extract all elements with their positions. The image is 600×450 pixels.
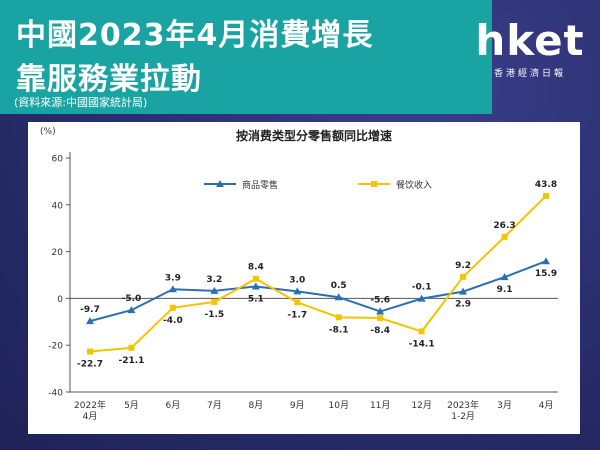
data-point	[252, 275, 259, 282]
data-point	[459, 287, 468, 295]
data-point	[334, 293, 343, 301]
x-tick-label: 2022年	[74, 399, 106, 411]
hket-logo: hket 香港經濟日報	[474, 16, 586, 80]
data-label: 8.4	[248, 263, 264, 273]
data-label: -5.6	[370, 296, 390, 306]
data-point	[543, 192, 549, 199]
data-label: 43.8	[535, 180, 557, 190]
chart-panel: 按消费类型分零售额同比增速 (%) -40 -20 0 20 40 60 2022年 4月 5月 6月…	[28, 122, 580, 434]
x-tick-label: 3月	[497, 400, 512, 411]
data-point	[377, 315, 384, 322]
data-label: -8.1	[329, 325, 349, 335]
data-point	[376, 307, 385, 315]
source-note: (資料來源:中國國家統計局)	[14, 96, 148, 109]
data-point	[251, 282, 260, 290]
headline-line-2: 靠服務業拉動	[16, 62, 202, 97]
x-tick-label: 2023年	[447, 399, 479, 411]
data-label: -0.1	[412, 283, 432, 293]
data-label: 9.2	[455, 261, 471, 271]
data-label: 26.3	[493, 221, 515, 231]
data-label: 3.2	[206, 275, 222, 285]
data-label: -14.1	[409, 339, 435, 349]
x-tick-label: 5月	[124, 400, 139, 411]
data-point	[128, 344, 135, 351]
data-point	[460, 273, 467, 280]
data-label: -21.1	[118, 356, 144, 366]
data-point	[500, 273, 509, 281]
data-label: 5.1	[248, 294, 264, 304]
data-point	[87, 348, 93, 355]
x-tick-label: 6月	[166, 400, 181, 411]
data-point	[169, 304, 176, 311]
legend-marker	[216, 180, 224, 187]
series-line	[89, 260, 547, 323]
data-point	[211, 298, 218, 305]
x-tick-label: 1-2月	[451, 411, 475, 422]
data-label: -8.4	[370, 326, 390, 336]
data-point	[294, 299, 301, 306]
headline-line-1: 中國2023年4月消費增長	[16, 18, 374, 53]
data-label: 0.5	[331, 281, 347, 291]
y-tick-label: 20	[52, 248, 64, 258]
x-tick-label: 11月	[370, 400, 390, 411]
x-tick-label: 4月	[83, 411, 98, 422]
data-point	[335, 314, 342, 321]
y-tick-label: -40	[48, 389, 63, 399]
data-label: 3.9	[165, 273, 181, 283]
data-label: 9.1	[497, 285, 513, 295]
chart-title: 按消费类型分零售额同比增速	[236, 128, 392, 143]
legend-marker	[371, 181, 377, 187]
data-point	[86, 317, 94, 325]
data-label: -4.0	[163, 316, 183, 326]
data-point	[168, 285, 177, 293]
y-tick-label: 0	[57, 295, 63, 305]
data-point	[293, 287, 302, 295]
x-tick-label: 12月	[411, 400, 431, 411]
data-label: -1.7	[287, 310, 307, 320]
data-label: -5.0	[122, 294, 142, 304]
data-label: -1.5	[205, 310, 225, 320]
x-tick-label: 10月	[329, 400, 349, 411]
legend-label: 商品零售	[242, 179, 278, 191]
y-tick-label: -20	[48, 342, 63, 352]
data-point	[501, 233, 508, 240]
data-label: 2.9	[455, 300, 471, 310]
title-banner: 中國2023年4月消費增長 靠服務業拉動 (資料來源:中國國家統計局)	[0, 0, 492, 114]
y-tick-label: 60	[52, 155, 64, 165]
x-tick-label: 7月	[207, 400, 222, 411]
data-point	[542, 257, 550, 265]
legend-label: 餐饮收入	[396, 179, 432, 191]
data-point	[127, 306, 136, 314]
data-point	[418, 328, 425, 335]
data-label: 3.0	[289, 275, 305, 285]
data-point	[417, 294, 426, 302]
y-tick-label: 40	[52, 201, 64, 211]
y-axis-unit: (%)	[40, 127, 56, 137]
data-label: -9.7	[80, 305, 100, 315]
x-tick-label: 9月	[290, 400, 305, 411]
logo-wordmark: hket	[475, 16, 585, 65]
data-point	[210, 286, 219, 294]
data-label: 15.9	[535, 269, 557, 279]
logo-subtitle: 香港經濟日報	[493, 69, 566, 79]
x-tick-label: 8月	[248, 400, 263, 411]
data-label: -22.7	[77, 360, 103, 370]
x-tick-label: 4月	[539, 400, 554, 411]
series-line	[89, 195, 547, 353]
